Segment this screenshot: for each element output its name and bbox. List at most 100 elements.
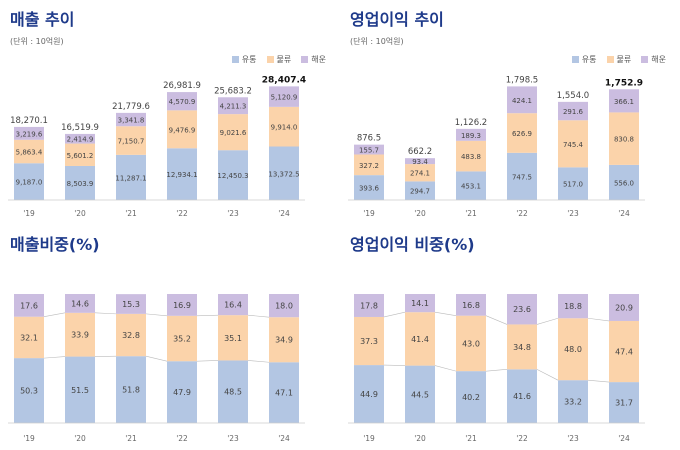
bar-segment-distribution xyxy=(558,167,588,200)
total-label: 16,519.9 xyxy=(61,123,99,133)
data-label-distribution: 50.3 xyxy=(20,387,38,396)
data-label-logistics: 483.8 xyxy=(461,153,481,161)
data-label-distribution: 11,287.1 xyxy=(115,174,146,182)
bar-segment-logistics xyxy=(14,139,44,164)
data-label-logistics: 35.2 xyxy=(173,335,191,344)
operating-profit-share-chart: 44.9 37.3 17.8 '19 44.5 41.4 14.1 '20 40.2 43.0 16… xyxy=(348,294,645,443)
bar-segment-shipping xyxy=(116,294,146,314)
legend-swatch xyxy=(641,56,649,63)
data-label-shipping: 3,219.6 xyxy=(16,130,43,138)
data-label-logistics: 626.9 xyxy=(512,130,532,138)
bar-segment-shipping xyxy=(116,112,146,127)
x-tick-label: '19 xyxy=(23,209,35,218)
x-tick-label: '20 xyxy=(414,209,426,218)
data-label-shipping: 20.9 xyxy=(615,303,633,312)
bar-segment-distribution xyxy=(456,371,486,423)
data-label-shipping: 4,570.9 xyxy=(169,98,196,106)
x-tick-label: '24 xyxy=(618,434,630,443)
data-label-shipping: 17.8 xyxy=(360,301,378,310)
data-label-distribution: 44.5 xyxy=(411,390,429,399)
bar-segment-logistics xyxy=(609,320,639,383)
bar-segment-logistics xyxy=(405,312,435,366)
bar-segment-distribution xyxy=(609,164,639,200)
x-tick-label: '21 xyxy=(125,209,137,218)
x-tick-label: '19 xyxy=(363,434,375,443)
legend-item-distribution: 유통 xyxy=(231,54,257,65)
bar-segment-logistics xyxy=(354,154,384,176)
bar-segment-shipping xyxy=(218,294,248,316)
bar-segment-distribution xyxy=(14,163,44,200)
total-label: 18,270.1 xyxy=(10,116,48,126)
x-tick-label: '22 xyxy=(516,209,528,218)
data-label-logistics: 745.4 xyxy=(563,141,584,149)
chart-title: 매출비중(%) xyxy=(10,235,100,254)
data-label-distribution: 517.0 xyxy=(563,181,583,189)
legend-label: 물류 xyxy=(616,55,632,64)
x-tick-label: '22 xyxy=(176,209,188,218)
data-label-distribution: 556.0 xyxy=(614,179,634,187)
connector-line xyxy=(587,379,610,383)
legend-swatch xyxy=(301,56,309,63)
connector-line xyxy=(383,311,406,318)
data-label-shipping: 291.6 xyxy=(563,108,584,116)
data-label-logistics: 9,021.6 xyxy=(220,129,247,137)
bar-segment-logistics xyxy=(14,316,44,359)
data-label-shipping: 366.1 xyxy=(614,98,634,106)
data-label-shipping: 5,120.9 xyxy=(271,94,298,102)
data-label-logistics: 327.2 xyxy=(359,162,379,170)
bar-segment-logistics xyxy=(558,120,588,168)
connector-line xyxy=(536,369,559,381)
x-tick-label: '21 xyxy=(465,434,477,443)
connector-line xyxy=(383,364,406,366)
x-tick-label: '24 xyxy=(618,209,630,218)
bar-segment-distribution xyxy=(354,365,384,423)
bar-segment-logistics xyxy=(507,113,537,153)
bar-segment-distribution xyxy=(218,150,248,200)
total-label: 662.2 xyxy=(408,147,432,157)
bar-segment-logistics xyxy=(218,315,248,361)
connector-line xyxy=(485,315,508,325)
bar-segment-distribution xyxy=(167,148,197,200)
x-tick-label: '21 xyxy=(125,434,137,443)
bar-segment-shipping xyxy=(507,86,537,114)
bar-segment-shipping xyxy=(269,86,299,107)
connector-line xyxy=(43,356,66,359)
bar-segment-distribution xyxy=(167,361,197,423)
chart-legend: 유통 물류 해운 xyxy=(231,54,326,65)
bar-segment-logistics xyxy=(269,106,299,147)
chart-title: 매출 추이 xyxy=(10,10,75,29)
bar-segment-distribution xyxy=(405,181,435,200)
data-label-distribution: 41.6 xyxy=(513,392,531,401)
x-tick-label: '20 xyxy=(74,434,86,443)
data-label-distribution: 393.6 xyxy=(359,185,380,193)
data-label-distribution: 12,450.3 xyxy=(217,172,248,180)
bar-segment-logistics xyxy=(354,316,384,366)
bar-segment-shipping xyxy=(354,144,384,155)
bar-segment-distribution xyxy=(65,165,95,200)
bar-segment-shipping xyxy=(14,294,44,317)
x-tick-label: '24 xyxy=(278,434,290,443)
bar-segment-logistics xyxy=(116,126,146,155)
bar-segment-distribution xyxy=(14,358,44,423)
revenue-share-chart: 50.3 32.1 17.6 '19 51.5 33.9 14.6 '20 51.8 32.8 15… xyxy=(8,294,305,443)
data-label-distribution: 44.9 xyxy=(360,390,378,399)
bar-segment-distribution xyxy=(507,152,537,200)
bar-segment-logistics xyxy=(456,140,486,172)
legend-label: 물류 xyxy=(276,55,292,64)
x-tick-label: '20 xyxy=(414,434,426,443)
connector-line xyxy=(434,311,457,316)
data-label-logistics: 34.9 xyxy=(275,336,293,345)
total-label: 26,981.9 xyxy=(163,81,201,91)
bar-segment-distribution xyxy=(116,154,146,200)
data-label-distribution: 47.9 xyxy=(173,388,191,397)
data-label-logistics: 274.1 xyxy=(410,170,430,178)
bar-segment-distribution xyxy=(456,171,486,200)
bar-segment-shipping xyxy=(65,294,95,313)
data-label-distribution: 33.2 xyxy=(564,398,582,407)
data-label-logistics: 47.4 xyxy=(615,348,633,357)
data-label-distribution: 51.5 xyxy=(71,386,89,395)
x-tick-label: '23 xyxy=(227,209,239,218)
bar-segment-logistics xyxy=(65,143,95,166)
data-label-logistics: 35.1 xyxy=(224,334,242,343)
bar-segment-shipping xyxy=(14,126,44,140)
